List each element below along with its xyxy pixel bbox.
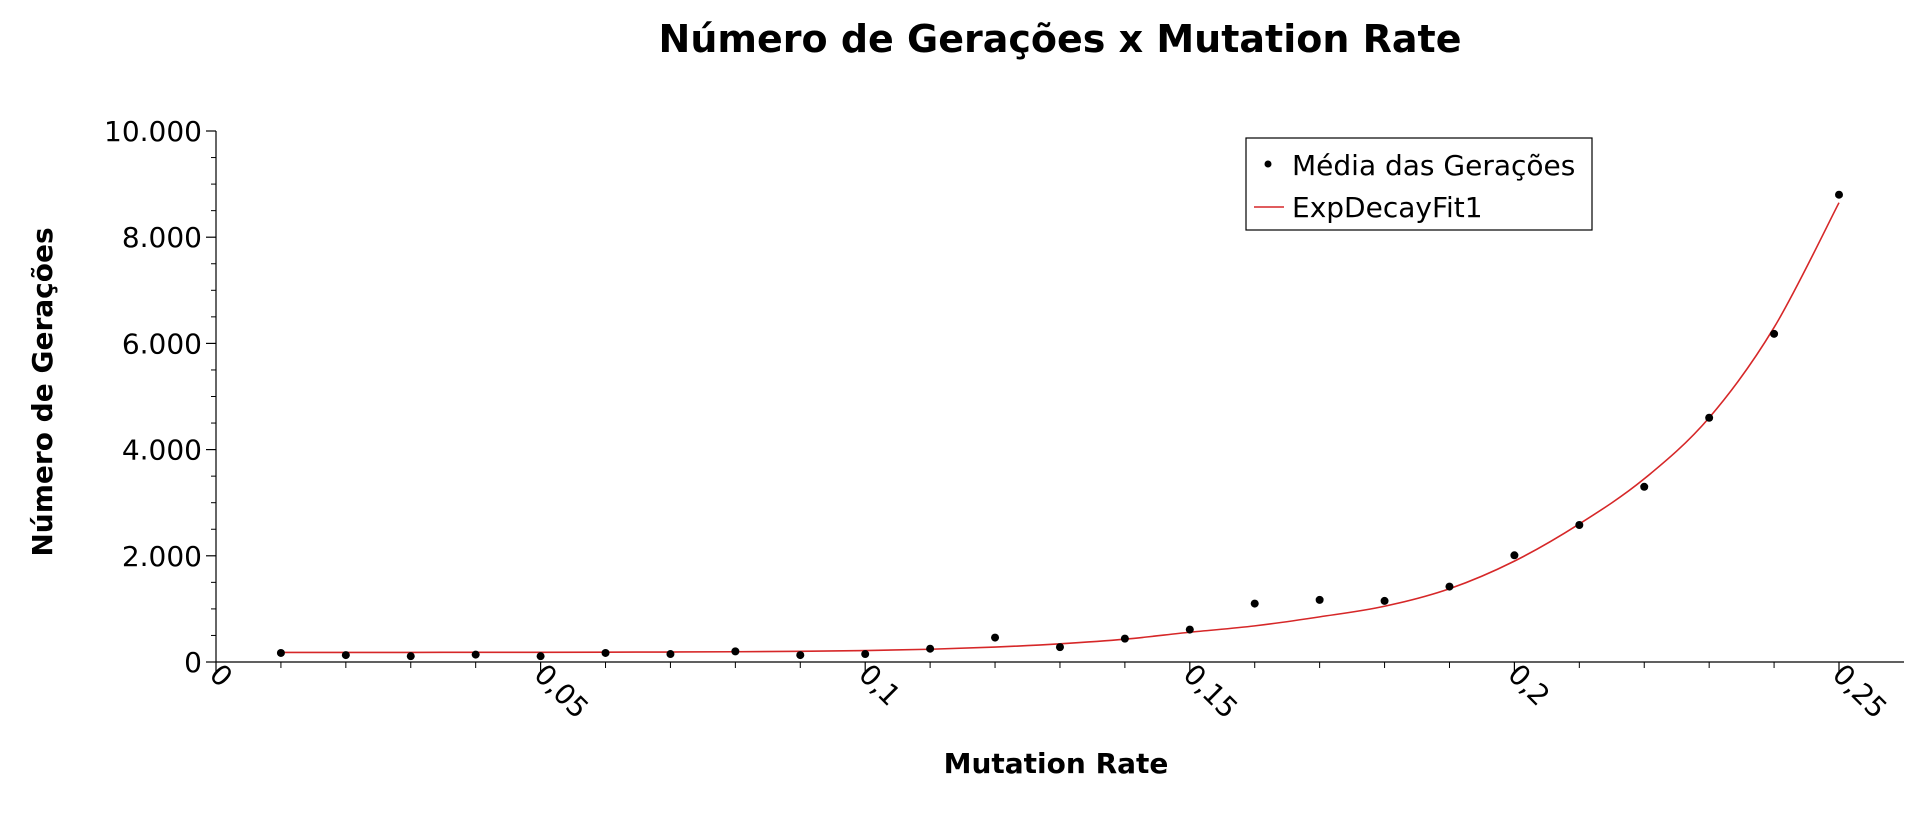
data-point xyxy=(1250,599,1259,608)
y-tick-label: 4.000 xyxy=(122,434,202,467)
x-tick-label: 0,25 xyxy=(1826,658,1893,725)
plot-series xyxy=(276,190,1843,661)
data-point xyxy=(1185,625,1194,634)
data-point xyxy=(1770,329,1779,338)
data-point xyxy=(536,652,545,661)
legend-label-line: ExpDecayFit1 xyxy=(1292,191,1483,224)
data-point xyxy=(1510,551,1519,560)
x-tick-label: 0 xyxy=(203,658,239,694)
data-point xyxy=(861,650,870,659)
data-point xyxy=(406,652,415,661)
data-point xyxy=(1315,595,1324,604)
y-tick-label: 0 xyxy=(184,646,202,679)
x-axis-title: Mutation Rate xyxy=(944,747,1169,780)
data-point xyxy=(1055,643,1064,652)
data-point xyxy=(796,651,805,660)
data-point xyxy=(991,633,1000,642)
y-tick-label: 2.000 xyxy=(122,540,202,573)
legend-label-points: Média das Gerações xyxy=(1292,149,1575,182)
data-point xyxy=(731,647,740,656)
data-point xyxy=(601,648,610,657)
data-point xyxy=(926,644,935,653)
x-tick-label: 0,2 xyxy=(1501,658,1556,713)
y-axis-title: Número de Gerações xyxy=(26,227,59,556)
legend-box xyxy=(1245,137,1593,231)
data-point xyxy=(1380,596,1389,605)
data-point xyxy=(666,650,675,659)
data-point xyxy=(1445,582,1454,591)
x-tick-label: 0,1 xyxy=(852,658,907,713)
data-point xyxy=(341,651,350,660)
data-point xyxy=(1120,634,1129,643)
data-point xyxy=(1575,521,1584,530)
data-point xyxy=(1835,190,1843,199)
axes: 0 2.000 4.000 6.000 8.000 10.000 0 0,05 0,1 0,15 0… xyxy=(104,115,1904,725)
data-point xyxy=(1705,413,1714,422)
x-tick-label: 0,05 xyxy=(528,658,595,725)
chart-title: Número de Gerações x Mutation Rate xyxy=(659,17,1462,61)
legend: Média das Gerações ExpDecayFit1 xyxy=(1245,137,1593,231)
legend-marker-points xyxy=(1264,160,1272,168)
fit-line xyxy=(280,202,1840,654)
data-point xyxy=(276,648,285,657)
data-point xyxy=(471,650,480,659)
x-tick-label: 0,15 xyxy=(1177,658,1244,725)
y-tick-label: 10.000 xyxy=(104,115,202,148)
y-tick-label: 6.000 xyxy=(122,327,202,360)
y-tick-label: 8.000 xyxy=(122,221,202,254)
data-point xyxy=(1640,482,1649,491)
